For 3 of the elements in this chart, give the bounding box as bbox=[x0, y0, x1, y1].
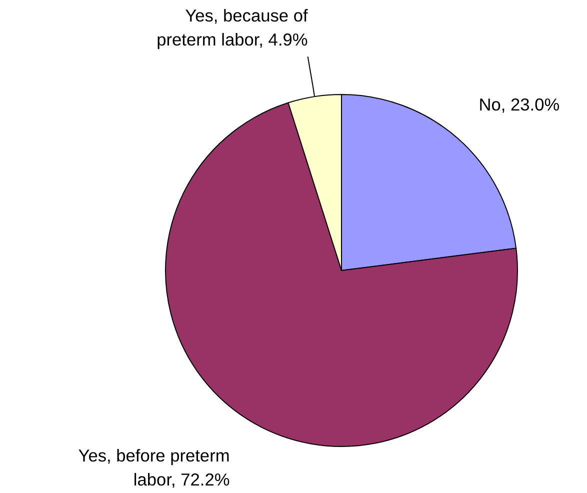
slice-label: Yes, because of preterm labor, 4.9% bbox=[156, 6, 308, 50]
slice-label: No, 23.0% bbox=[478, 94, 560, 115]
slice-label: Yes, before preterm labor, 72.2% bbox=[78, 446, 230, 490]
